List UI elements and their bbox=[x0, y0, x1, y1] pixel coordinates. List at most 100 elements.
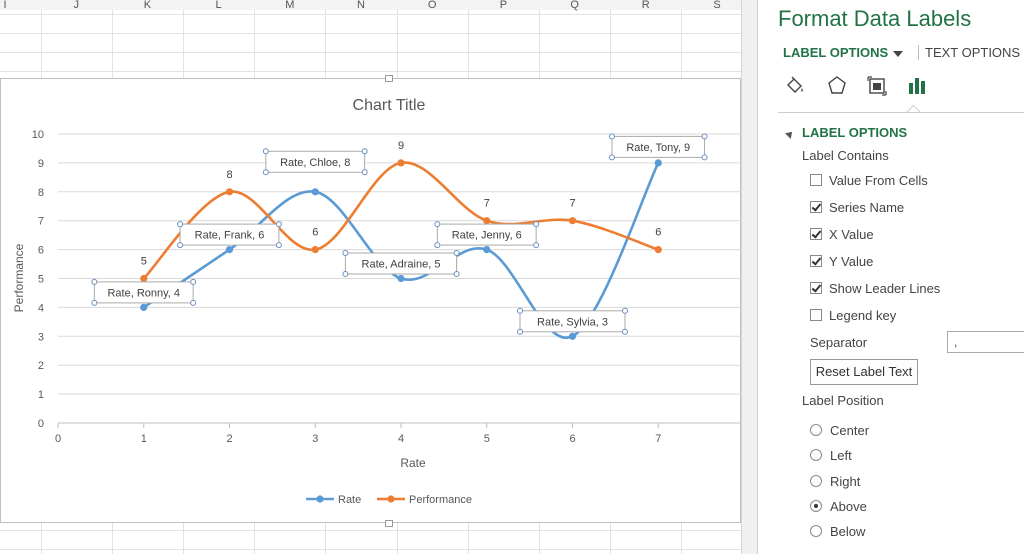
checkbox-label: Show Leader Lines bbox=[829, 280, 941, 296]
legend-label: Rate bbox=[338, 494, 361, 506]
data-point bbox=[311, 188, 319, 196]
data-point bbox=[483, 217, 491, 225]
checkbox-icon bbox=[810, 309, 822, 321]
chart-canvas[interactable]: 0 1 2 3 4 5 6 7 8 9 10 0 1 2 3 4 5 6 7 Chart Title Rate Perfo… bbox=[1, 79, 742, 524]
effects-icon[interactable] bbox=[825, 74, 849, 98]
y-tick-label: 0 bbox=[38, 418, 44, 430]
y-tick-label: 8 bbox=[38, 187, 44, 199]
grid-line bbox=[0, 33, 757, 34]
radio-left[interactable]: Left bbox=[810, 446, 852, 464]
radio-below[interactable]: Below bbox=[810, 522, 865, 540]
selection-handle bbox=[533, 242, 540, 249]
data-label-box bbox=[265, 150, 366, 173]
selection-handle bbox=[701, 154, 708, 161]
chart-area[interactable]: 0 1 2 3 4 5 6 7 8 9 10 0 1 2 3 4 5 6 7 Chart Title Rate Perfo… bbox=[0, 78, 742, 524]
data-point bbox=[397, 274, 405, 283]
x-tick-label: 4 bbox=[398, 433, 404, 445]
tab-text-options[interactable]: TEXT OPTIONS bbox=[918, 45, 1020, 60]
checkbox-icon bbox=[810, 282, 822, 294]
checkbox-label: Y Value bbox=[829, 253, 874, 269]
selection-handle bbox=[275, 221, 282, 228]
data-point bbox=[225, 246, 234, 254]
column-header-j[interactable]: J bbox=[40, 0, 113, 11]
data-point bbox=[568, 332, 577, 340]
pane-title: Format Data Labels bbox=[778, 6, 972, 31]
data-label-box bbox=[519, 310, 626, 333]
selection-handle bbox=[453, 271, 460, 277]
column-header-o[interactable]: O bbox=[396, 0, 469, 11]
selection-handle bbox=[275, 242, 282, 249]
radio-label: Above bbox=[830, 498, 867, 514]
format-data-labels-pane: Format Data Labels LABEL OPTIONS TEXT OP… bbox=[757, 0, 1024, 554]
selection-handle bbox=[342, 250, 349, 256]
column-header-p[interactable]: P bbox=[467, 0, 540, 11]
column-header-r[interactable]: R bbox=[610, 0, 683, 11]
x-tick-label: 5 bbox=[484, 433, 490, 445]
y-tick-label: 7 bbox=[38, 216, 44, 228]
data-label: 7 bbox=[569, 198, 575, 210]
column-header-l[interactable]: L bbox=[183, 0, 256, 11]
chart-resize-handle-bottom[interactable] bbox=[385, 520, 393, 527]
selection-handle bbox=[91, 299, 98, 306]
checkbox-series-name[interactable]: Series Name bbox=[810, 198, 904, 216]
data-label: Rate, Frank, 6 bbox=[195, 230, 265, 242]
fill-line-icon[interactable] bbox=[783, 74, 807, 98]
checkbox-legend-key[interactable]: Legend key bbox=[810, 306, 896, 324]
grid-line bbox=[0, 14, 757, 15]
y-tick-label: 4 bbox=[38, 302, 44, 314]
radio-center[interactable]: Center bbox=[810, 421, 869, 439]
data-label: Rate, Adraine, 5 bbox=[362, 259, 441, 271]
checkbox-icon bbox=[810, 201, 822, 213]
column-header-q[interactable]: Q bbox=[539, 0, 612, 11]
data-label: 6 bbox=[655, 227, 661, 239]
data-label-box bbox=[344, 252, 458, 275]
data-label-box bbox=[179, 223, 280, 246]
data-point bbox=[568, 217, 577, 225]
y-tick-label: 10 bbox=[32, 129, 44, 141]
radio-icon bbox=[810, 525, 822, 537]
data-point bbox=[397, 159, 405, 167]
legend-marker bbox=[316, 495, 324, 503]
separator-label: Separator bbox=[810, 335, 868, 350]
selection-handle bbox=[361, 148, 368, 155]
selection-handle bbox=[517, 307, 523, 314]
selection-handle bbox=[701, 133, 708, 140]
column-header-n[interactable]: N bbox=[325, 0, 398, 11]
selection-handle bbox=[177, 242, 184, 249]
x-tick-label: 0 bbox=[55, 433, 61, 445]
radio-label: Right bbox=[830, 473, 861, 489]
checkbox-value-from-cells[interactable]: Value From Cells bbox=[810, 171, 928, 189]
vertical-scrollbar[interactable] bbox=[741, 0, 758, 554]
column-header-i[interactable]: I bbox=[0, 0, 42, 11]
selection-handle bbox=[361, 169, 368, 176]
selection-handle bbox=[190, 299, 197, 306]
radio-right[interactable]: Right bbox=[810, 472, 860, 490]
tab-label-options[interactable]: LABEL OPTIONS bbox=[783, 45, 904, 60]
selection-handle bbox=[91, 278, 98, 285]
separator-dropdown[interactable] bbox=[947, 331, 1024, 353]
column-header-k[interactable]: K bbox=[111, 0, 184, 11]
y-tick-label: 6 bbox=[38, 245, 44, 257]
selection-handle bbox=[434, 242, 441, 249]
checkbox-y-value[interactable]: Y Value bbox=[810, 252, 873, 270]
size-properties-icon[interactable] bbox=[865, 74, 889, 98]
chart-resize-handle-top[interactable] bbox=[385, 75, 393, 82]
section-label-options[interactable]: LABEL OPTIONS bbox=[785, 125, 907, 140]
checkbox-x-value[interactable]: X Value bbox=[810, 225, 874, 243]
selection-handle bbox=[622, 328, 628, 335]
pane-divider bbox=[778, 112, 1024, 113]
grid-line bbox=[0, 549, 757, 550]
data-label: 9 bbox=[398, 140, 404, 152]
selection-handle bbox=[453, 250, 460, 256]
label-options-chart-icon[interactable] bbox=[905, 74, 929, 98]
checkbox-icon bbox=[810, 228, 822, 240]
reset-label-text-button[interactable]: Reset Label Text bbox=[810, 359, 918, 385]
tab-label-options-text: LABEL OPTIONS bbox=[783, 45, 889, 60]
data-label: 6 bbox=[312, 227, 318, 239]
radio-above[interactable]: Above bbox=[810, 497, 867, 515]
column-header-m[interactable]: M bbox=[254, 0, 327, 11]
selection-handle bbox=[262, 169, 269, 176]
checkbox-show-leader-lines[interactable]: Show Leader Lines bbox=[810, 279, 940, 297]
checkbox-label: Series Name bbox=[829, 199, 905, 215]
